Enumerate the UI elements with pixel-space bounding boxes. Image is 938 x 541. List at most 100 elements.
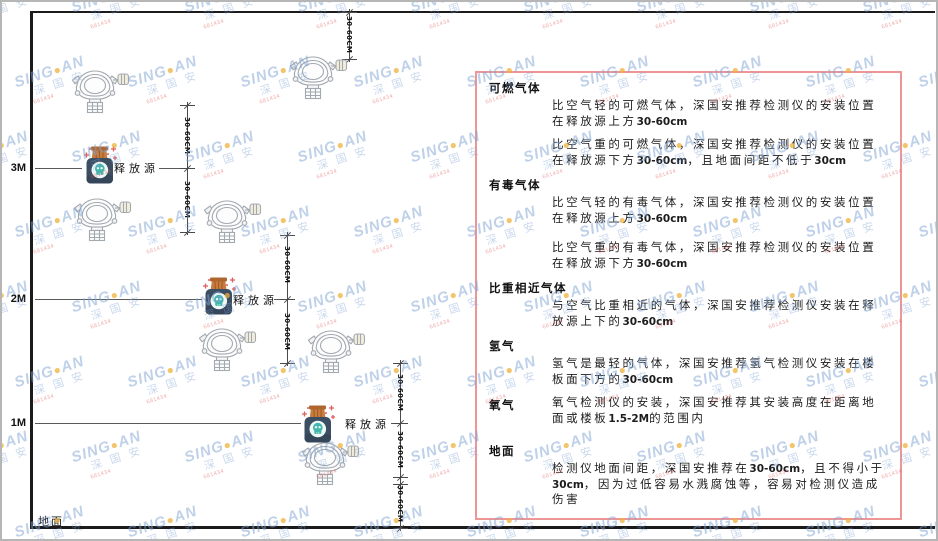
watermark-contact-text: 681434 bbox=[145, 93, 169, 106]
watermark-brand-text: SING●AN bbox=[238, 502, 313, 541]
release-source-icon bbox=[300, 404, 336, 449]
watermark-contact-text: 681434 bbox=[89, 468, 113, 481]
watermark-cjk-text: 深 国 安 bbox=[145, 69, 201, 98]
watermark-dot-icon: ● bbox=[447, 436, 460, 453]
gas-detector-icon bbox=[203, 198, 262, 249]
watermark-brand-text: SING●AN bbox=[408, 127, 483, 167]
watermark-dot-icon: ● bbox=[390, 61, 403, 78]
watermark-brand-text: SING●AN bbox=[125, 352, 200, 392]
panel-section-oxygen: 氧气 氧气检测仪的安装，深国安推荐其安装高度在距离地面或楼板1.5-2M的范围内 bbox=[489, 396, 888, 427]
watermark-contact-text: 681434 bbox=[428, 18, 452, 31]
watermark-brand-text: SING●AN bbox=[916, 212, 938, 242]
dimension-label: 30-60CM bbox=[396, 431, 404, 469]
watermark-contact-text: 681434 bbox=[146, 531, 205, 539]
watermark-contact-text: 681434 bbox=[89, 318, 113, 331]
section-paragraph: 比空气轻的有毒气体，深国安推荐检测仪的安装位置在释放源上方30-60cm bbox=[552, 197, 877, 225]
watermark-contact-text: 681434 bbox=[32, 393, 56, 406]
watermark-brand-text: SING●AN bbox=[125, 502, 200, 541]
section-paragraph: 与空气比重相近的气体，深国安推荐检测仪安装在释放源上下的30-60cm bbox=[552, 300, 877, 328]
watermark-dot-icon: ● bbox=[334, 136, 347, 153]
watermark-contact-text: 681434 bbox=[767, 18, 791, 31]
ref-line-2m bbox=[35, 299, 202, 300]
install-guide-panel: 可燃气体 比空气轻的可燃气体，深国安推荐检测仪的安装位置在释放源上方30-60c… bbox=[475, 71, 902, 520]
watermark-cjk-text: 深 国 安 bbox=[32, 369, 88, 398]
section-paragraph: 检测仪地面间距，深国安推荐在30-60cm，且不得小于30cm，因为过低容易水溅… bbox=[552, 463, 885, 506]
release-source-icon bbox=[201, 276, 237, 321]
ground-line bbox=[32, 526, 935, 529]
section-paragraph: 比空气轻的可燃气体，深国安推荐检测仪的安装位置在释放源上方30-60cm bbox=[552, 100, 877, 128]
watermark-brand-text: SING●AN bbox=[351, 502, 426, 541]
watermark-cjk-text: 深 国 安 bbox=[371, 219, 427, 248]
watermark-dot-icon: ● bbox=[787, 2, 799, 3]
watermark-contact-text: 681434 bbox=[202, 468, 226, 481]
dimension-label: 30-60CM bbox=[283, 246, 291, 284]
gas-detector-icon bbox=[71, 68, 130, 119]
watermark-contact-text: 681434 bbox=[598, 531, 657, 539]
watermark-dot-icon: ● bbox=[221, 136, 234, 153]
section-paragraph: 氢气是最轻的气体，深国安推荐氢气检测仪安装在楼板面下方的30-60cm bbox=[552, 358, 877, 386]
watermark-brand-text: SING●AN bbox=[408, 427, 483, 467]
watermark-dot-icon: ● bbox=[164, 211, 177, 228]
dimension-label: 30-60CM bbox=[345, 16, 353, 54]
dimension-label: 30-60CM bbox=[283, 313, 291, 351]
watermark-brand-text: SING●AN bbox=[182, 127, 257, 167]
watermark-dot-icon: ● bbox=[108, 436, 121, 453]
gas-detector-icon bbox=[301, 440, 360, 491]
dimension-line bbox=[349, 9, 350, 62]
watermark-dot-icon: ● bbox=[447, 286, 460, 303]
watermark-dot-icon: ● bbox=[51, 211, 64, 228]
release-source-icon bbox=[82, 145, 118, 190]
section-paragraph: 比空气重的可燃气体，深国安推荐检测仪的安装位置在释放源下方30-60cm，且地面… bbox=[552, 139, 877, 167]
dimension-line bbox=[400, 360, 401, 531]
watermark-brand-text: SING●AN bbox=[69, 277, 144, 317]
axis-label-2m: 2M bbox=[10, 293, 26, 305]
watermark-dot-icon: ● bbox=[109, 2, 121, 3]
watermark-brand-text: SING●AN bbox=[295, 127, 370, 167]
section-heading: 比重相近气体 bbox=[489, 283, 567, 295]
panel-section-similar-density: 比重相近气体 与空气比重相近的气体，深国安推荐检测仪安装在释放源上下的30-60… bbox=[489, 280, 888, 330]
watermark-brand-text: SING●AN bbox=[12, 352, 87, 392]
watermark-contact-text: 681434 bbox=[33, 531, 92, 539]
watermark-cjk-text: 深 国 安 bbox=[145, 369, 201, 398]
ref-line-3m-stub bbox=[159, 168, 187, 169]
watermark-dot-icon: ● bbox=[390, 211, 403, 228]
watermark-contact-text: 681434 bbox=[145, 243, 169, 256]
watermark-brand-text: SING●AN bbox=[916, 62, 938, 92]
panel-section-toxic: 有毒气体 比空气轻的有毒气体，深国安推荐检测仪的安装位置在释放源上方30-60c… bbox=[489, 177, 888, 272]
watermark-brand-text: SING●AN bbox=[295, 2, 369, 16]
watermark-contact-text: 681434 bbox=[202, 18, 226, 31]
panel-section-ground: 地面 检测仪地面间距，深国安推荐在30-60cm，且不得小于30cm，因为过低容… bbox=[489, 443, 888, 509]
panel-section-flammable: 可燃气体 比空气轻的可燃气体，深国安推荐检测仪的安装位置在释放源上方30-60c… bbox=[489, 80, 888, 169]
gas-detector-icon bbox=[198, 326, 257, 377]
release-source-label: 释放源 bbox=[345, 419, 390, 431]
watermark-contact-text: 681434 bbox=[824, 531, 883, 539]
section-paragraph: 比空气重的有毒气体，深国安推荐检测仪的安装位置在释放源下方30-60cm bbox=[552, 242, 877, 270]
ref-line-1m bbox=[35, 423, 301, 424]
watermark-dot-icon: ● bbox=[674, 2, 686, 3]
watermark-contact-text: 681434 bbox=[89, 18, 113, 31]
watermark-cjk-text: 深 国 安 bbox=[202, 444, 258, 473]
watermark-dot-icon: ● bbox=[0, 436, 8, 453]
watermark-brand-text: SING●AN bbox=[916, 362, 938, 392]
section-heading: 有毒气体 bbox=[489, 180, 541, 192]
dimension-label: 30-60CM bbox=[396, 374, 404, 412]
watermark-brand-text: SING●AN bbox=[634, 2, 708, 16]
watermark-brand-text: SING●AN bbox=[182, 427, 257, 467]
watermark-contact-text: 681434 bbox=[485, 531, 544, 539]
watermark-dot-icon: ● bbox=[561, 2, 573, 3]
watermark-contact-text: 681434 bbox=[541, 18, 565, 31]
watermark-brand-text: SING●AN bbox=[125, 52, 200, 92]
